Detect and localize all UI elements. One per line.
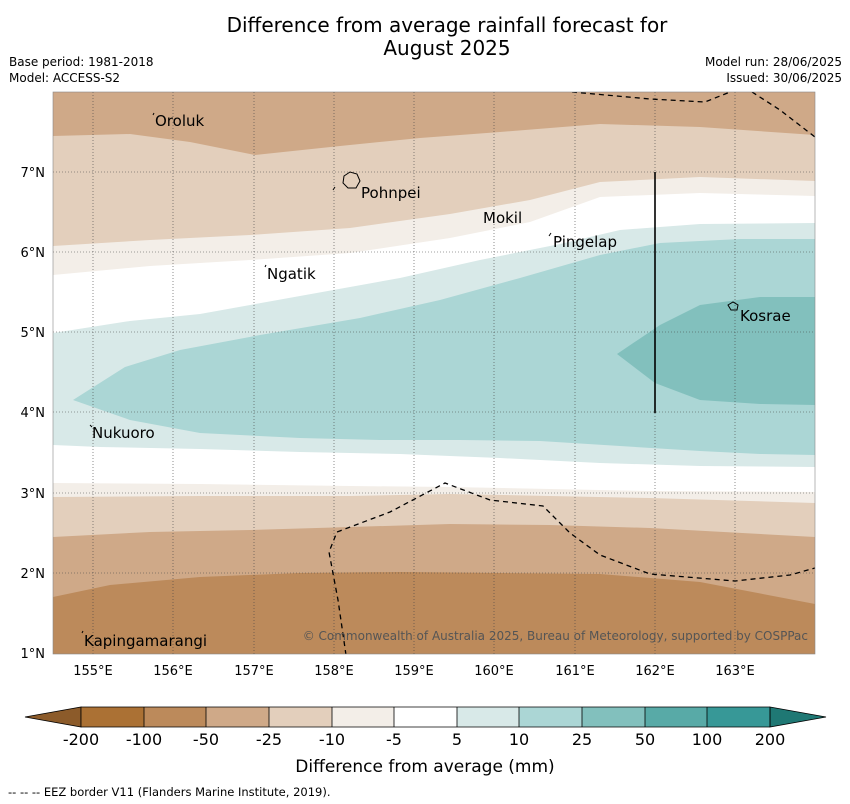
band-plus-10	[73, 239, 815, 455]
lat-label-1: 1°N	[21, 647, 46, 662]
colorbar-tick-labels: -200 -100 -50 -25 -10 -5 5 10 25 50 100 …	[63, 730, 785, 749]
base-period: Base period: 1981-2018	[9, 55, 154, 69]
lon-label-162: 162°E	[635, 664, 675, 679]
place-labels: Oroluk Pohnpei Mokil Pingelap Ngatik Kos…	[84, 112, 791, 650]
pingelap-mark	[548, 232, 552, 237]
lon-label-155: 155°E	[73, 664, 113, 679]
colorbar-label-1: -200	[63, 730, 99, 749]
lon-label-160: 160°E	[474, 664, 514, 679]
graticule	[53, 92, 815, 654]
colorbar-segment-4	[269, 707, 332, 727]
eez-border-north	[571, 92, 732, 103]
place-label-pingelap: Pingelap	[553, 233, 617, 251]
lon-label-156: 156°E	[153, 664, 193, 679]
place-label-kapingamarangi: Kapingamarangi	[84, 632, 207, 650]
lat-label-7: 7°N	[21, 166, 46, 181]
meta-left: Base period: 1981-2018 Model: ACCESS-S2	[9, 54, 154, 86]
latitude-labels: 7°N 6°N 5°N 4°N 3°N 2°N 1°N	[21, 166, 46, 662]
colorbar-segment-8	[519, 707, 582, 727]
colorbar-label-2: -100	[126, 730, 162, 749]
pohnpei-reef-mark	[332, 186, 336, 191]
colorbar-over-arrow	[769, 706, 827, 728]
colorbar-segment-2	[144, 707, 206, 727]
lon-label-159: 159°E	[394, 664, 434, 679]
band-minus-50-south	[53, 572, 815, 654]
colorbar-label-9: 25	[572, 730, 592, 749]
colorbar-label-4: -25	[256, 730, 282, 749]
place-label-pohnpei: Pohnpei	[361, 184, 421, 202]
meta-right: Model run: 28/06/2025 Issued: 30/06/2025	[705, 54, 842, 86]
pohnpei-island-outline	[342, 171, 361, 189]
lon-label-157: 157°E	[234, 664, 274, 679]
eez-border-south	[328, 482, 815, 654]
map-title: Difference from average rainfall forecas…	[0, 14, 850, 60]
colorbar-label-10: 50	[635, 730, 655, 749]
colorbar-label-6: -5	[386, 730, 402, 749]
lat-label-4: 4°N	[21, 406, 46, 421]
place-label-oroluk: Oroluk	[155, 112, 204, 130]
lat-label-3: 3°N	[21, 487, 46, 502]
colorbar-segment-1	[81, 707, 144, 727]
model-name: Model: ACCESS-S2	[9, 71, 121, 85]
place-label-nukuoro: Nukuoro	[92, 424, 155, 442]
colorbar-segment-7	[457, 707, 519, 727]
colorbar-segment-11	[707, 707, 770, 727]
eez-footnote: -- -- -- EEZ border V11 (Flanders Marine…	[8, 785, 331, 799]
rainfall-anomaly-field	[53, 92, 815, 654]
colorbar-segment-6	[394, 707, 457, 727]
title-line-2: August 2025	[383, 36, 511, 60]
colorbar: -200 -100 -50 -25 -10 -5 5 10 25 50 100 …	[24, 706, 827, 777]
colorbar-label-5: -10	[319, 730, 345, 749]
issued-date: Issued: 30/06/2025	[726, 71, 842, 85]
colorbar-label-12: 200	[755, 730, 786, 749]
islands	[81, 112, 739, 634]
eez-borders	[328, 92, 815, 654]
oroluk-mark	[152, 112, 155, 116]
map-frame	[52, 91, 816, 655]
colorbar-segment-3	[206, 707, 269, 727]
lat-label-6: 6°N	[21, 246, 46, 261]
longitude-labels: 155°E 156°E 157°E 158°E 159°E 160°E 161°…	[73, 664, 755, 679]
lat-label-2: 2°N	[21, 567, 46, 582]
colorbar-label-8: 10	[509, 730, 529, 749]
title-line-1: Difference from average rainfall forecas…	[226, 13, 668, 37]
ngatik-mark	[264, 264, 267, 268]
lon-label-158: 158°E	[314, 664, 354, 679]
lat-label-5: 5°N	[21, 326, 46, 341]
colorbar-segment-5	[332, 707, 394, 727]
place-label-ngatik: Ngatik	[267, 265, 316, 283]
kosrae-island-outline	[727, 301, 739, 311]
kapinga-mark	[81, 630, 84, 634]
colorbar-label-7: 5	[452, 730, 462, 749]
copyright-notice: © Commonwealth of Australia 2025, Bureau…	[303, 629, 808, 643]
nukuoro-mark	[89, 424, 93, 428]
colorbar-under-arrow	[24, 706, 82, 728]
colorbar-label-3: -50	[193, 730, 219, 749]
lon-label-161: 161°E	[555, 664, 595, 679]
band-plus-25	[617, 297, 815, 405]
colorbar-segment-10	[645, 707, 707, 727]
model-run: Model run: 28/06/2025	[704, 55, 842, 69]
colorbar-segment-9	[582, 707, 645, 727]
eez-border-northeast	[751, 92, 815, 138]
colorbar-title: Difference from average (mm)	[295, 757, 554, 777]
place-label-mokil: Mokil	[483, 209, 522, 227]
colorbar-label-11: 100	[692, 730, 723, 749]
lon-label-163: 163°E	[715, 664, 755, 679]
place-label-kosrae: Kosrae	[740, 307, 791, 325]
